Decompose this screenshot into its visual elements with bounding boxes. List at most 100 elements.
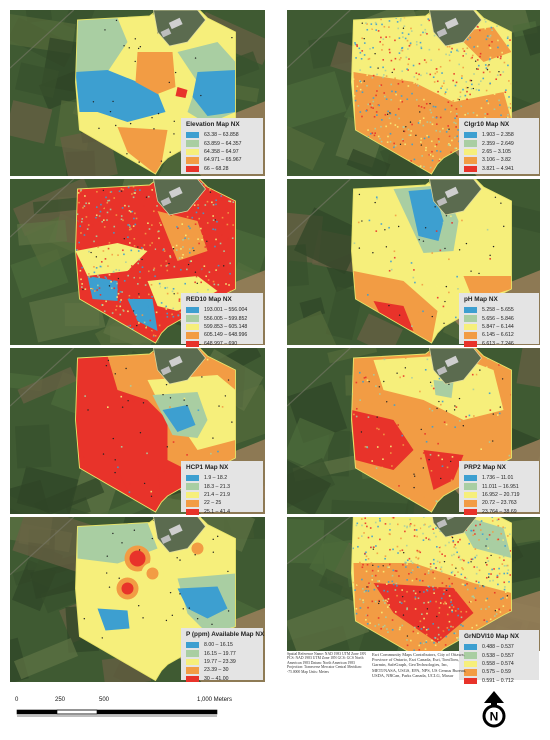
legend-ph: pH Map NX 5.258 – 5.655 5.656 – 5.846 5.847… — [459, 293, 539, 347]
legend-swatch — [186, 474, 199, 482]
legend-label: 6.145 – 6.612 — [482, 332, 514, 339]
legend-label: 25.1 – 41.4 — [204, 508, 230, 515]
legend-row: 22 – 25 — [186, 499, 258, 507]
legend-swatch — [186, 340, 199, 347]
legend-label: 63.859 – 64.357 — [204, 140, 242, 147]
legend-title: RED10 Map NX — [186, 296, 232, 303]
legend-label: 6.613 – 7.246 — [482, 340, 514, 347]
legend-row: 18.3 – 21.3 — [186, 482, 258, 490]
scale-label-500: 500 — [99, 697, 110, 703]
legend-swatch — [464, 483, 477, 490]
legend-row: 11.011 – 16.951 — [464, 482, 534, 490]
legend-row: 63.38 – 63.858 — [186, 131, 258, 139]
legend-row: 5.847 – 6.144 — [464, 323, 534, 331]
legend-swatch — [186, 658, 199, 666]
legend-row: 20.72 – 23.763 — [464, 499, 534, 507]
legend-label: 605.149 – 648.996 — [204, 332, 248, 339]
legend-row: 648.997 – 690 — [186, 340, 258, 348]
legend-swatch — [186, 315, 199, 322]
legend-row: 2.359 – 2.649 — [464, 139, 534, 147]
legend-swatch — [186, 667, 199, 674]
legend-swatch — [464, 332, 477, 339]
legend-label: 1.736 – 11.01 — [482, 475, 514, 482]
legend-swatch — [464, 669, 477, 676]
legend-label: 16.952 – 20.719 — [482, 491, 520, 498]
legend-row: 21.4 – 21.9 — [186, 491, 258, 499]
legend-row: 66 – 68.28 — [186, 165, 258, 173]
legend-label: 30 – 41.00 — [204, 675, 229, 682]
legend-row: 1.903 – 2.358 — [464, 131, 534, 139]
legend-swatch — [464, 165, 477, 172]
legend-row: 16.15 – 19.77 — [186, 649, 258, 657]
legend-title: Clgr10 Map NX — [464, 121, 510, 128]
legend-label: 0.558 – 0.574 — [482, 660, 514, 667]
legend-row: 19.77 – 23.39 — [186, 658, 258, 666]
legend-label: 21.4 – 21.9 — [204, 491, 230, 498]
legend-label: 0.575 – 0.59 — [482, 669, 511, 676]
legend-label: 648.997 – 690 — [204, 340, 238, 347]
legend-swatch — [464, 500, 477, 507]
legend-swatch — [186, 491, 199, 499]
north-arrow-icon: N — [479, 690, 509, 728]
legend-swatch — [186, 500, 199, 507]
attribution-text: Esri Community Maps Contributors, City o… — [372, 652, 467, 678]
legend-row: 0.538 – 0.557 — [464, 651, 534, 659]
legend-swatch — [186, 306, 199, 314]
legend-swatch — [464, 643, 477, 651]
legend-swatch — [186, 140, 199, 147]
legend-row: 3.821 – 4.941 — [464, 165, 534, 173]
legend-swatch — [186, 157, 199, 164]
legend-label: 0.538 – 0.557 — [482, 652, 514, 659]
legend-title: PRP2 Map NX — [464, 464, 506, 471]
legend-swatch — [186, 332, 199, 339]
spatial-reference-text: Spatial Reference Name: NAD 1983 UTM Zon… — [287, 652, 366, 674]
legend-swatch — [464, 140, 477, 147]
legend-row: 605.149 – 648.996 — [186, 331, 258, 339]
legend-label: 64.358 – 64.97 — [204, 148, 239, 155]
legend-swatch — [186, 483, 199, 490]
legend-row: 556.005 – 599.852 — [186, 314, 258, 322]
legend-prp2: PRP2 Map NX 1.736 – 11.01 11.011 – 16.951 1… — [459, 461, 539, 515]
scale-label-250: 250 — [55, 697, 66, 703]
legend-row: 599.853 – 605.148 — [186, 323, 258, 331]
legend-swatch — [464, 315, 477, 322]
legend-label: 8.00 – 16.15 — [204, 642, 233, 649]
legend-label: 5.847 – 6.144 — [482, 323, 514, 330]
scale-label-1000: 1,000 Meters — [197, 697, 233, 703]
legend-row: 0.558 – 0.574 — [464, 660, 534, 668]
legend-elevation: Elevation Map NX 63.38 – 63.858 63.859 – 6… — [181, 118, 263, 174]
legend-row: 23.764 – 38.69 — [464, 508, 534, 516]
legend-label: 599.853 – 605.148 — [204, 323, 248, 330]
legend-swatch — [464, 306, 477, 314]
legend-row: 193.001 – 556.004 — [186, 306, 258, 314]
legend-label: 2.65 – 3.105 — [482, 148, 511, 155]
legend-label: 16.15 – 19.77 — [204, 650, 236, 657]
legend-row: 5.258 – 5.655 — [464, 306, 534, 314]
legend-swatch — [464, 508, 477, 515]
legend-row: 0.488 – 0.537 — [464, 643, 534, 651]
legend-swatch — [186, 675, 199, 682]
legend-row: 1.9 – 18.2 — [186, 474, 258, 482]
legend-row: 64.358 – 64.97 — [186, 148, 258, 156]
legend-label: 1.903 – 2.358 — [482, 132, 514, 139]
legend-row: 16.952 – 20.719 — [464, 491, 534, 499]
legend-red10: RED10 Map NX 193.001 – 556.004 556.005 – 5… — [181, 293, 263, 347]
legend-swatch — [464, 148, 477, 156]
legend-label: 2.359 – 2.649 — [482, 140, 514, 147]
legend-row: 63.859 – 64.357 — [186, 139, 258, 147]
legend-label: 3.106 – 3.82 — [482, 157, 511, 164]
legend-row: 8.00 – 16.15 — [186, 641, 258, 649]
legend-label: 3.821 – 4.941 — [482, 165, 514, 172]
legend-label: 18.3 – 21.3 — [204, 483, 230, 490]
legend-title: GrNDVI10 Map NX — [464, 633, 520, 640]
legend-grndvi10: GrNDVI10 Map NX 0.488 – 0.537 0.538 – 0.55… — [459, 630, 539, 684]
legend-row: 3.106 – 3.82 — [464, 156, 534, 164]
legend-swatch — [186, 508, 199, 515]
legend-swatch — [186, 131, 199, 139]
legend-swatch — [464, 474, 477, 482]
legend-swatch — [464, 652, 477, 659]
legend-row: 5.656 – 5.846 — [464, 314, 534, 322]
legend-swatch — [186, 323, 199, 331]
legend-swatch — [464, 131, 477, 139]
legend-label: 64.971 – 65.967 — [204, 157, 242, 164]
